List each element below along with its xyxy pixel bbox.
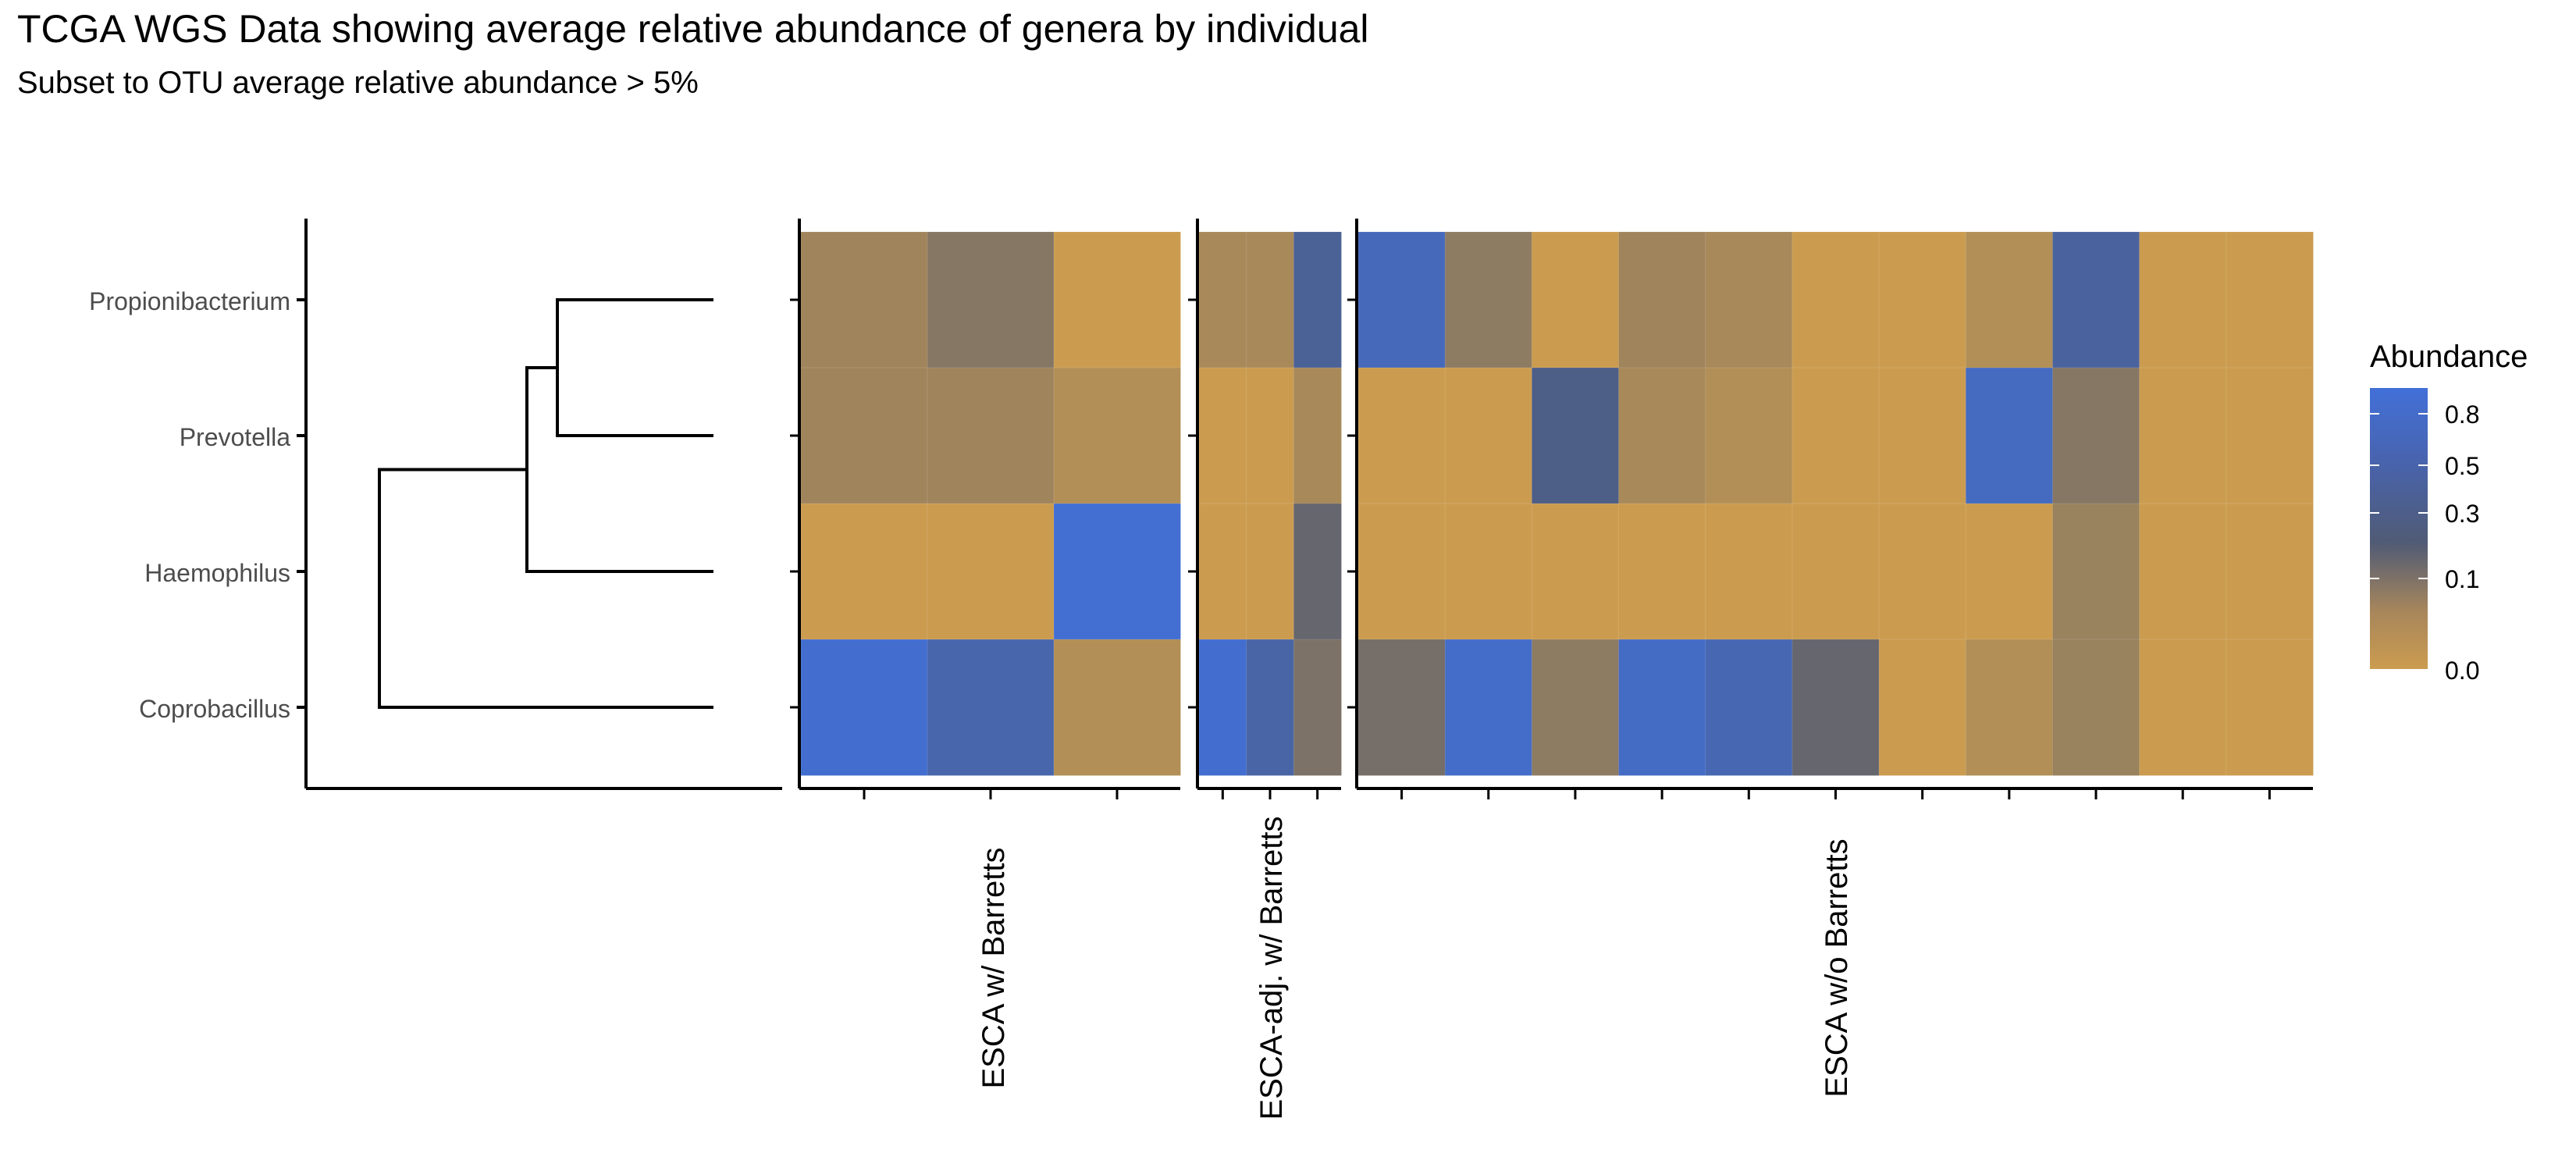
heatmap-cell [1444, 639, 1533, 776]
heatmap-cell [2139, 639, 2227, 776]
heatmap-cell [2139, 503, 2227, 640]
heatmap-cell [1293, 639, 1343, 776]
heatmap-cell [1198, 231, 1247, 368]
heatmap-cell [2139, 231, 2227, 368]
legend: Abundance 0.8 0.5 0.3 0.1 0.0 [2370, 340, 2528, 685]
facet-label: ESCA w/ Barretts [977, 848, 1011, 1089]
heatmap-cell [1878, 639, 1967, 776]
row-label: Coprobacillus [139, 695, 290, 723]
legend-tick-label: 0.5 [2445, 452, 2479, 480]
legend-tick-label: 0.1 [2445, 565, 2479, 593]
heatmap-cell [1618, 639, 1706, 776]
heatmap-cell [1705, 367, 1793, 504]
heatmap-cell [927, 367, 1055, 504]
legend-tick-label: 0.0 [2445, 657, 2479, 685]
heatmap-cell [1705, 231, 1793, 368]
heatmap-cell [927, 503, 1055, 640]
heatmap-cell [1357, 639, 1446, 776]
heatmap-cell [2226, 231, 2314, 368]
row-label: Propionibacterium [89, 287, 290, 315]
heatmap-cell [1791, 639, 1880, 776]
heatmap-cell [1791, 503, 1880, 640]
legend-title: Abundance [2370, 340, 2528, 374]
heatmap-cell [1198, 639, 1247, 776]
chart-title: TCGA WGS Data showing average relative a… [17, 7, 1369, 51]
heatmap-cell [1246, 503, 1295, 640]
heatmap-cell [1293, 231, 1343, 368]
heatmap-cell [1531, 231, 1620, 368]
heatmap-cell [1357, 503, 1446, 640]
heatmap-cell [1246, 639, 1295, 776]
facet-label: ESCA-adj. w/ Barretts [1254, 816, 1289, 1119]
heatmap-cell [1965, 503, 2054, 640]
facet-panel: ESCA w/ Barretts [790, 219, 1181, 1088]
heatmap-cell [1053, 503, 1181, 640]
heatmap-cell [800, 367, 928, 504]
heatmap-cell [1198, 503, 1247, 640]
heatmap-cell [1053, 231, 1181, 368]
heatmap-cell [1053, 367, 1181, 504]
heatmap-cell [1618, 231, 1706, 368]
legend-colorbar [2370, 388, 2428, 669]
row-label: Haemophilus [144, 559, 290, 587]
heatmap-cell [1618, 367, 1706, 504]
dendrogram-panel: Propionibacterium Prevotella Haemophilus Co… [89, 219, 782, 790]
row-label: Prevotella [180, 423, 291, 451]
heatmap-cell [1444, 367, 1533, 504]
heatmap-cell [2226, 503, 2314, 640]
heatmap-cell [800, 503, 928, 640]
legend-tick-label: 0.3 [2445, 500, 2479, 528]
heatmap-cell [1357, 231, 1446, 368]
heatmap-cell [1878, 231, 1967, 368]
chart-subtitle: Subset to OTU average relative abundance… [17, 66, 699, 100]
facet-panel: ESCA-adj. w/ Barretts [1188, 219, 1343, 1120]
heatmap-cell [1705, 503, 1793, 640]
heatmap-cell [2226, 639, 2314, 776]
heatmap-panels: ESCA w/ Barretts ESCA-adj. w/ Barretts ESC… [790, 219, 2314, 1120]
heatmap-cell [2226, 367, 2314, 504]
facet-panel: ESCA w/o Barretts [1347, 219, 2314, 1098]
heatmap-cell [2051, 231, 2140, 368]
heatmap-cell [1246, 231, 1295, 368]
heatmap-cell [800, 231, 928, 368]
heatmap-cell [1965, 367, 2054, 504]
heatmap-cell [1878, 503, 1967, 640]
heatmap-cell [1531, 639, 1620, 776]
legend-tick-label: 0.8 [2445, 400, 2479, 429]
heatmap-cell [1357, 367, 1446, 504]
heatmap-cell [1531, 503, 1620, 640]
heatmap-cell [1878, 367, 1967, 504]
heatmap-cell [1965, 639, 2054, 776]
heatmap-cell [927, 639, 1055, 776]
heatmap-cell [1791, 231, 1880, 368]
heatmap-cell [2139, 367, 2227, 504]
facet-label: ESCA w/o Barretts [1820, 838, 1854, 1097]
heatmap-cell [927, 231, 1055, 368]
heatmap-cell [1293, 503, 1343, 640]
heatmap-cell [1791, 367, 1880, 504]
heatmap-cell [2051, 367, 2140, 504]
heatmap-cell [2051, 503, 2140, 640]
heatmap-cell [1705, 639, 1793, 776]
heatmap-cell [1293, 367, 1343, 504]
heatmap-cell [1618, 503, 1706, 640]
heatmap-cell [1965, 231, 2054, 368]
heatmap-cell [1198, 367, 1247, 504]
heatmap-cell [1531, 367, 1620, 504]
heatmap-cell [1444, 503, 1533, 640]
heatmap-cell [1444, 231, 1533, 368]
heatmap-cell [2051, 639, 2140, 776]
heatmap-cell [1246, 367, 1295, 504]
heatmap-cell [1053, 639, 1181, 776]
heatmap-cell [800, 639, 928, 776]
